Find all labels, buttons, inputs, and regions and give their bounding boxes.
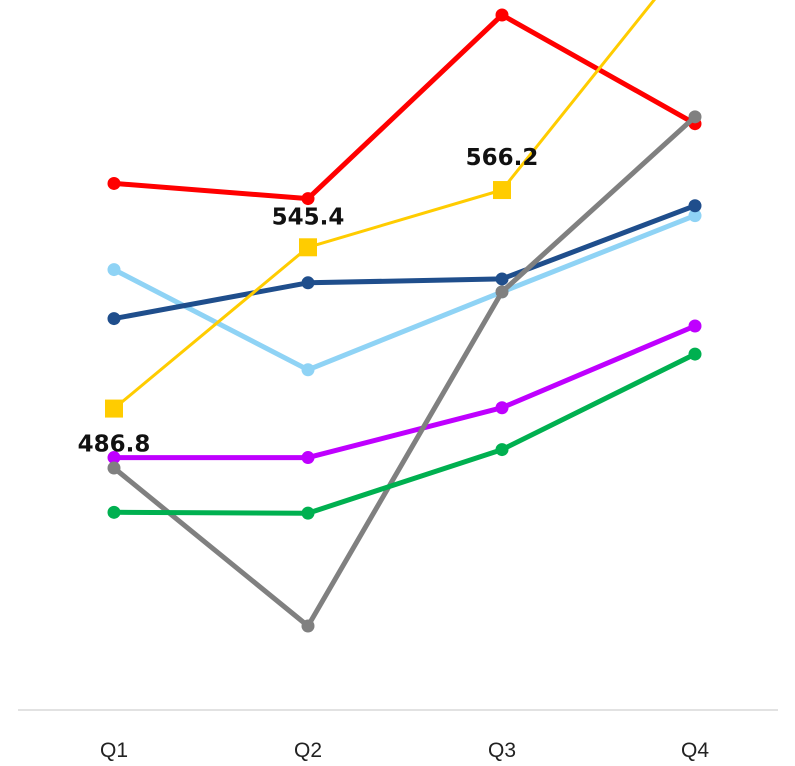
data-point-3-1 (299, 238, 317, 257)
data-point-5-1 (301, 619, 315, 633)
series-2 (107, 199, 702, 326)
x-tick-layer: Q1 Q2 Q3 Q4 (100, 739, 709, 762)
x-tick-label-q3: Q3 (488, 739, 516, 762)
data-label-0: 486.8 (78, 432, 151, 458)
data-point-6-2 (495, 443, 509, 457)
data-point-0-1 (301, 192, 315, 206)
x-tick-label-q4: Q4 (681, 739, 709, 762)
data-point-4-1 (301, 451, 315, 465)
data-point-4-0 (107, 451, 121, 465)
series-5 (107, 110, 702, 633)
data-point-2-0 (107, 312, 121, 326)
data-point-5-0 (107, 461, 121, 475)
x-tick-label-q2: Q2 (294, 739, 322, 762)
data-point-2-2 (495, 272, 509, 286)
data-point-4-3 (688, 319, 702, 333)
series-0 (107, 8, 702, 206)
data-point-6-0 (107, 505, 121, 519)
data-point-6-1 (301, 506, 315, 520)
data-point-1-0 (107, 263, 121, 277)
data-point-5-3 (688, 110, 702, 124)
data-point-4-2 (495, 401, 509, 415)
series-line-5 (111, 114, 698, 629)
series-line-2 (111, 203, 698, 322)
data-label-2: 566.2 (466, 145, 539, 171)
data-point-1-3 (688, 209, 702, 223)
data-point-0-0 (107, 176, 121, 190)
series-layer (105, 0, 702, 633)
x-tick-label-q1: Q1 (100, 739, 128, 762)
series-line-1 (111, 213, 698, 373)
data-point-2-1 (301, 276, 315, 290)
series-3 (105, 0, 657, 418)
data-label-1: 545.4 (272, 204, 345, 230)
data-point-5-2 (495, 285, 509, 299)
data-point-0-2 (495, 8, 509, 22)
series-4 (107, 319, 702, 465)
series-line-4 (111, 323, 698, 461)
series-line-0 (111, 12, 698, 202)
data-point-3-2 (493, 181, 511, 200)
data-point-3-0 (105, 399, 123, 418)
series-line-3 (112, 0, 657, 411)
data-point-1-1 (301, 363, 315, 377)
series-6 (107, 347, 702, 520)
data-point-2-3 (688, 199, 702, 213)
series-line-6 (111, 351, 698, 516)
data-point-6-3 (688, 347, 702, 361)
series-1 (107, 209, 702, 377)
